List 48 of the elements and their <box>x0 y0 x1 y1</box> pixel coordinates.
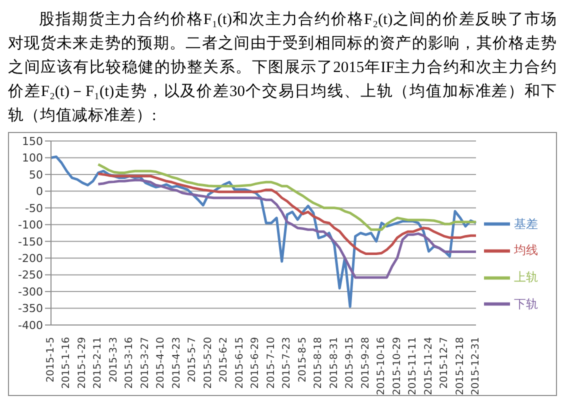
x-tick-label: 2015-6-15 <box>234 337 246 389</box>
x-tick-label: 2015-2-11 <box>92 337 104 389</box>
y-tick-label: 100 <box>22 152 43 165</box>
x-tick-label: 2015-5-20 <box>202 337 214 389</box>
x-tick-label: 2015-3-27 <box>140 337 151 389</box>
x-tick-label: 2015-3-3 <box>108 337 120 382</box>
x-tick-label: 2015-1-29 <box>76 337 88 389</box>
x-tick-label: 2015-12-18 <box>454 337 466 396</box>
x-tick-label: 2015-4-10 <box>156 337 167 389</box>
legend-label: 基差 <box>514 216 538 231</box>
line-series <box>96 163 478 231</box>
x-tick-label: 2015-8-18 <box>313 337 324 389</box>
x-tick-label: 2015-6-29 <box>250 337 262 389</box>
x-tick-label: 2015-12-31 <box>470 337 482 396</box>
y-tick-label: 50 <box>29 168 43 182</box>
x-tick-label: 2015-8-31 <box>328 337 340 389</box>
legend-label: 下轨 <box>514 296 538 311</box>
x-tick-label: 2015-10-29 <box>392 337 403 396</box>
x-tick-label: 2015-12-7 <box>439 337 450 389</box>
y-tick-label: 150 <box>22 134 43 148</box>
x-tick-label: 2015-6-2 <box>218 337 230 382</box>
y-tick-label: 0 <box>36 185 43 198</box>
line-series <box>96 178 478 279</box>
legend-label: 均线 <box>514 243 538 258</box>
y-tick-label: -50 <box>25 202 43 215</box>
legend-label: 上轨 <box>514 270 538 284</box>
y-tick-label: -400 <box>18 318 43 332</box>
x-tick-label: 2015-11-11 <box>408 337 419 396</box>
x-tick-label: 2015-11-24 <box>423 337 434 396</box>
y-tick-label: -150 <box>18 235 43 248</box>
chart-title: 股指期货主力合约价格F₁(t)和次主力合约价格F₂(t)之间的价差反映了市场对现货未来走势的预期。二者之间由于受到相同标的资产的影响，其价格走势之间应该有比较稳健的协整关系。下图展示了2015年IF主力合约和次主力合约价差F₂(t)－F₁(t)走势，以及价差30个交易日均线、上轨（均值加标准差）和下轨（均值减标准差）: <box>8 10 557 126</box>
y-tick-label: -100 <box>18 218 43 232</box>
x-tick-label: 2015-7-23 <box>282 337 293 389</box>
x-tick-label: 2015-4-23 <box>171 337 182 389</box>
x-tick-label: 2015-10-16 <box>376 337 388 396</box>
x-tick-label: 2015-1-5 <box>46 337 56 382</box>
x-tick-label: 2015-9-28 <box>360 337 372 389</box>
y-tick-label: -200 <box>18 252 43 265</box>
x-tick-label: 2015-7-10 <box>266 337 277 389</box>
x-tick-label: 2015-9-15 <box>344 337 356 389</box>
y-tick-label: -300 <box>18 285 43 298</box>
x-tick-label: 2015-8-5 <box>297 337 308 382</box>
line-series <box>96 172 478 255</box>
x-tick-label: 2015-3-16 <box>124 337 136 389</box>
y-tick-label: -250 <box>18 268 43 282</box>
y-tick-label: -350 <box>18 302 43 316</box>
x-tick-label: 2015-1-16 <box>61 337 72 389</box>
x-tick-label: 2015-5-7 <box>187 337 198 382</box>
